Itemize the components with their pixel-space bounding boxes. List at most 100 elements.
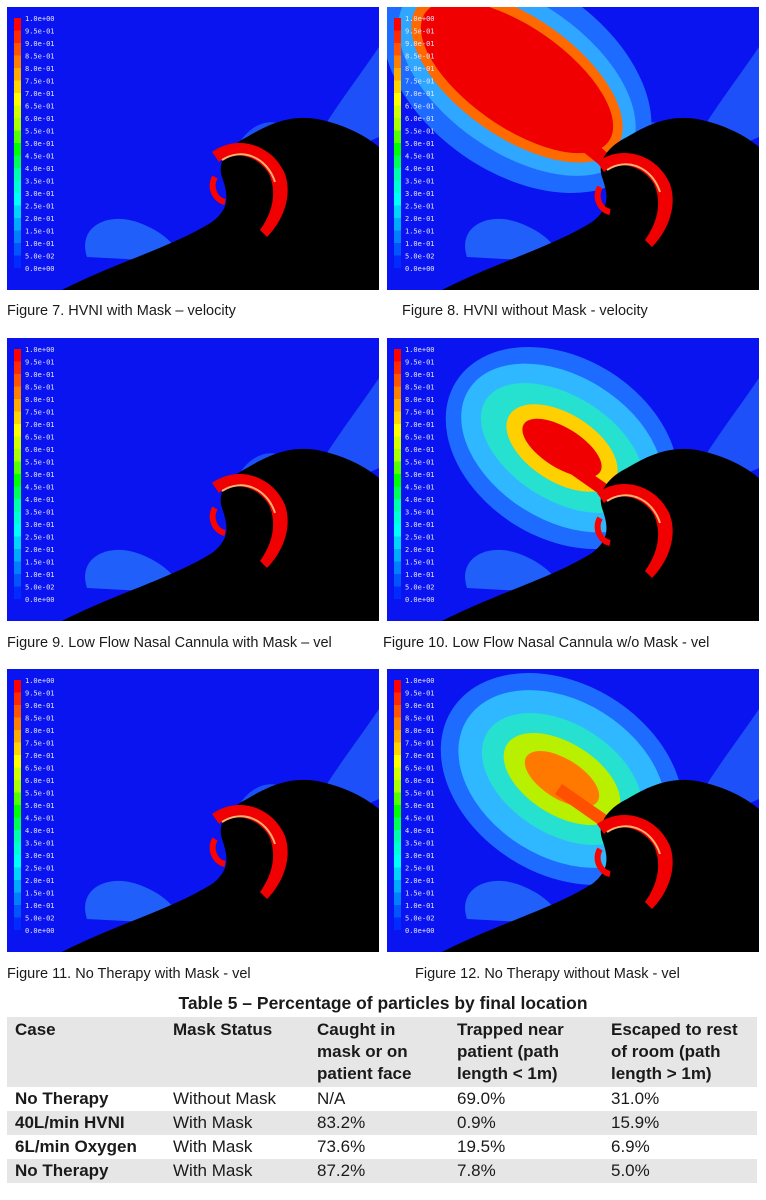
colorbar-tick-label: 8.0e-01 bbox=[405, 396, 435, 404]
colorbar-swatch bbox=[14, 30, 21, 43]
colorbar-tick-label: 6.0e-01 bbox=[25, 446, 55, 454]
colorbar-swatch bbox=[394, 536, 401, 549]
table-row: No Therapy Without Mask N/A 69.0% 31.0% bbox=[7, 1087, 757, 1111]
mask-contour bbox=[212, 474, 288, 568]
velocity-plume bbox=[387, 7, 652, 194]
figure-12-plot: 1.0e+00 9.5e-01 9.0e-01 8.5e-01 8.0e-01 7.5e-… bbox=[387, 669, 759, 952]
colorbar-tick-label: 0.0e+00 bbox=[25, 927, 55, 935]
contour-svg: 1.0e+00 9.5e-01 9.0e-01 8.5e-01 8.0e-01 7.5e-… bbox=[394, 346, 759, 621]
figure-8-caption: Figure 8. HVNI without Mask - velocity bbox=[402, 303, 648, 319]
colorbar-swatch bbox=[14, 524, 21, 537]
header-caught: Caught in mask or on patient face bbox=[317, 1020, 412, 1083]
colorbar-tick-label: 7.5e-01 bbox=[405, 740, 435, 748]
colorbar-swatch bbox=[14, 399, 21, 412]
colorbar-tick-label: 6.5e-01 bbox=[25, 434, 55, 442]
colorbar-swatch bbox=[394, 399, 401, 412]
colorbar-tick-label: 5.5e-01 bbox=[25, 128, 55, 136]
colorbar-tick-label: 1.5e-01 bbox=[25, 228, 55, 236]
colorbar-swatch bbox=[394, 18, 401, 31]
colorbar-swatch bbox=[394, 486, 401, 499]
header-mask-status: Mask Status bbox=[173, 1020, 273, 1039]
colorbar-swatch bbox=[394, 180, 401, 193]
mask-contour bbox=[594, 185, 611, 215]
colorbar-tick-label: 2.0e-01 bbox=[405, 546, 435, 554]
colorbar-swatch bbox=[14, 574, 21, 587]
colorbar-tick-label: 4.0e-01 bbox=[25, 165, 55, 173]
colorbar-swatch bbox=[394, 511, 401, 524]
figure-10-caption: Figure 10. Low Flow Nasal Cannula w/o Ma… bbox=[383, 635, 710, 651]
colorbar-swatch bbox=[394, 892, 401, 905]
colorbar-tick-label: 0.0e+00 bbox=[405, 927, 435, 935]
colorbar-swatch bbox=[14, 474, 21, 487]
colorbar-tick-label: 3.5e-01 bbox=[405, 178, 435, 186]
colorbar-tick-label: 0.0e+00 bbox=[25, 265, 55, 273]
head-silhouette bbox=[62, 117, 379, 290]
colorbar-tick-label: 1.5e-01 bbox=[25, 890, 55, 898]
colorbar-tick-label: 1.0e-01 bbox=[25, 902, 55, 910]
colorbar-tick-label: 4.0e-01 bbox=[405, 496, 435, 504]
colorbar-tick-label: 9.0e-01 bbox=[25, 371, 55, 379]
contour-svg: 1.0e+00 9.5e-01 9.0e-01 8.5e-01 8.0e-01 7.5e-… bbox=[394, 672, 759, 952]
colorbar-tick-label: 1.0e-01 bbox=[25, 571, 55, 579]
colorbar-tick-label: 9.0e-01 bbox=[25, 40, 55, 48]
colorbar-tick-label: 6.5e-01 bbox=[405, 434, 435, 442]
colorbar-swatch bbox=[14, 130, 21, 143]
colorbar-swatch bbox=[14, 105, 21, 118]
colorbar-tick-label: 1.0e+00 bbox=[25, 15, 55, 23]
colorbar-swatch bbox=[14, 118, 21, 131]
colorbar-tick-label: 3.5e-01 bbox=[405, 509, 435, 517]
colorbar-swatch bbox=[14, 905, 21, 918]
table-cell: 83.2% bbox=[317, 1113, 366, 1132]
colorbar-swatch bbox=[394, 524, 401, 537]
contour-svg: 1.0e+00 9.5e-01 9.0e-01 8.5e-01 8.0e-01 7.5e-… bbox=[387, 7, 759, 290]
colorbar-tick-label: 2.5e-01 bbox=[405, 865, 435, 873]
results-table: Case Mask Status Caught in mask or on pa… bbox=[7, 1017, 757, 1183]
colorbar-swatch bbox=[394, 692, 401, 705]
colorbar-swatch bbox=[394, 43, 401, 56]
colorbar-tick-label: 4.5e-01 bbox=[405, 153, 435, 161]
colorbar-tick-label: 7.0e-01 bbox=[25, 90, 55, 98]
header-trapped: Trapped near patient (path length < 1m) bbox=[457, 1020, 564, 1083]
colorbar-swatch bbox=[394, 155, 401, 168]
colorbar-tick-label: 3.0e-01 bbox=[405, 521, 435, 529]
colorbar-swatch bbox=[14, 349, 21, 362]
colorbar-tick-label: 7.0e-01 bbox=[405, 421, 435, 429]
colorbar-swatch bbox=[14, 792, 21, 805]
cannula-line bbox=[606, 825, 661, 855]
plume-contour bbox=[420, 7, 614, 154]
colorbar-tick-label: 9.5e-01 bbox=[25, 690, 55, 698]
colorbar-swatch bbox=[14, 461, 21, 474]
colorbar-swatch bbox=[14, 230, 21, 243]
colorbar-tick-label: 9.5e-01 bbox=[405, 359, 435, 367]
table-cell: 31.0% bbox=[611, 1089, 660, 1108]
mask-contour bbox=[597, 484, 673, 578]
colorbar-swatch bbox=[14, 692, 21, 705]
colorbar-swatch bbox=[14, 680, 21, 693]
figure-8-plot: 1.0e+00 9.5e-01 9.0e-01 8.5e-01 8.0e-01 7.5e-… bbox=[387, 7, 759, 290]
table-cell: 5.0% bbox=[611, 1161, 650, 1180]
colorbar-swatch bbox=[14, 742, 21, 755]
contour-svg: 1.0e+00 9.5e-01 9.0e-01 8.5e-01 8.0e-01 7.5e-… bbox=[14, 346, 379, 621]
cannula-line bbox=[221, 815, 276, 845]
colorbar-tick-label: 5.5e-01 bbox=[25, 790, 55, 798]
colorbar-tick-label: 6.0e-01 bbox=[405, 446, 435, 454]
colorbar-swatch bbox=[394, 549, 401, 562]
mask-contour bbox=[209, 175, 226, 205]
colorbar-swatch bbox=[394, 917, 401, 930]
colorbar-tick-label: 5.0e-02 bbox=[25, 584, 55, 592]
colorbar-swatch bbox=[14, 436, 21, 449]
colorbar-tick-label: 9.0e-01 bbox=[405, 702, 435, 710]
colorbar-tick-label: 9.5e-01 bbox=[405, 690, 435, 698]
colorbar-tick-label: 7.5e-01 bbox=[405, 409, 435, 417]
table-cell: With Mask bbox=[173, 1161, 253, 1180]
colorbar-tick-label: 1.0e+00 bbox=[405, 346, 435, 354]
colorbar-tick-label: 7.0e-01 bbox=[405, 90, 435, 98]
colorbar-tick-label: 5.0e-02 bbox=[25, 253, 55, 261]
colorbar-tick-label: 5.0e-01 bbox=[25, 802, 55, 810]
colorbar-swatch bbox=[394, 80, 401, 93]
colorbar-tick-label: 2.0e-01 bbox=[25, 215, 55, 223]
colorbar-swatch bbox=[14, 93, 21, 106]
colorbar-swatch bbox=[394, 243, 401, 256]
colorbar-legend: 1.0e+00 9.5e-01 9.0e-01 8.5e-01 8.0e-01 7.5e-… bbox=[14, 677, 55, 935]
colorbar-swatch bbox=[14, 193, 21, 206]
